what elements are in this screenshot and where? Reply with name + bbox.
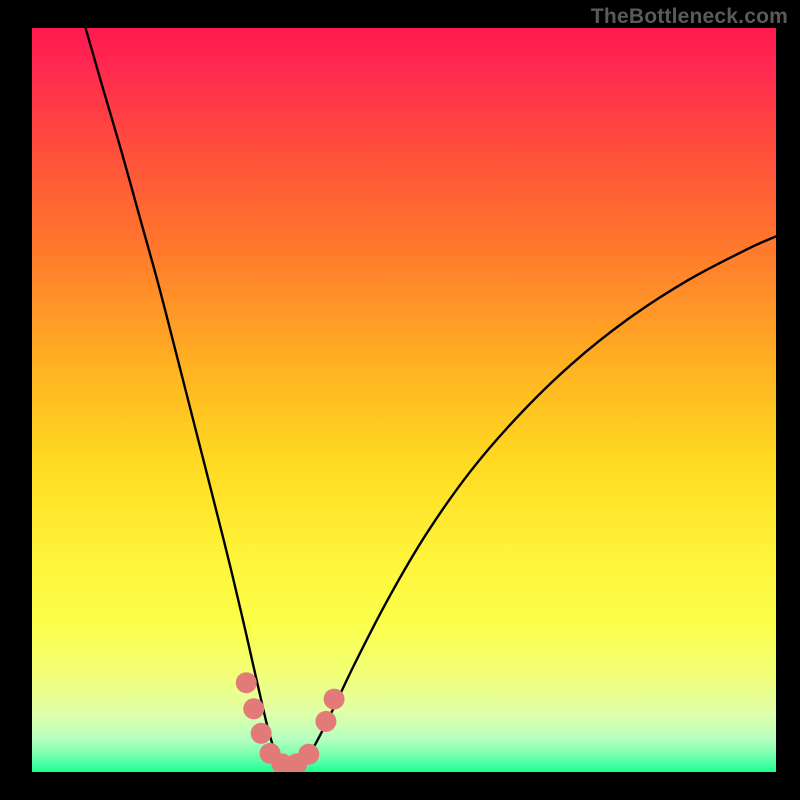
bottleneck-marker <box>324 689 345 710</box>
bottleneck-marker <box>243 698 264 719</box>
bottleneck-marker <box>251 723 272 744</box>
bottleneck-curve <box>86 28 776 767</box>
bottleneck-marker <box>315 711 336 732</box>
curve-overlay <box>32 28 776 772</box>
bottleneck-marker <box>236 672 257 693</box>
watermark-text: TheBottleneck.com <box>591 5 788 29</box>
chart-container: TheBottleneck.com <box>0 0 800 800</box>
plot-area <box>32 28 776 772</box>
bottleneck-marker <box>298 744 319 765</box>
